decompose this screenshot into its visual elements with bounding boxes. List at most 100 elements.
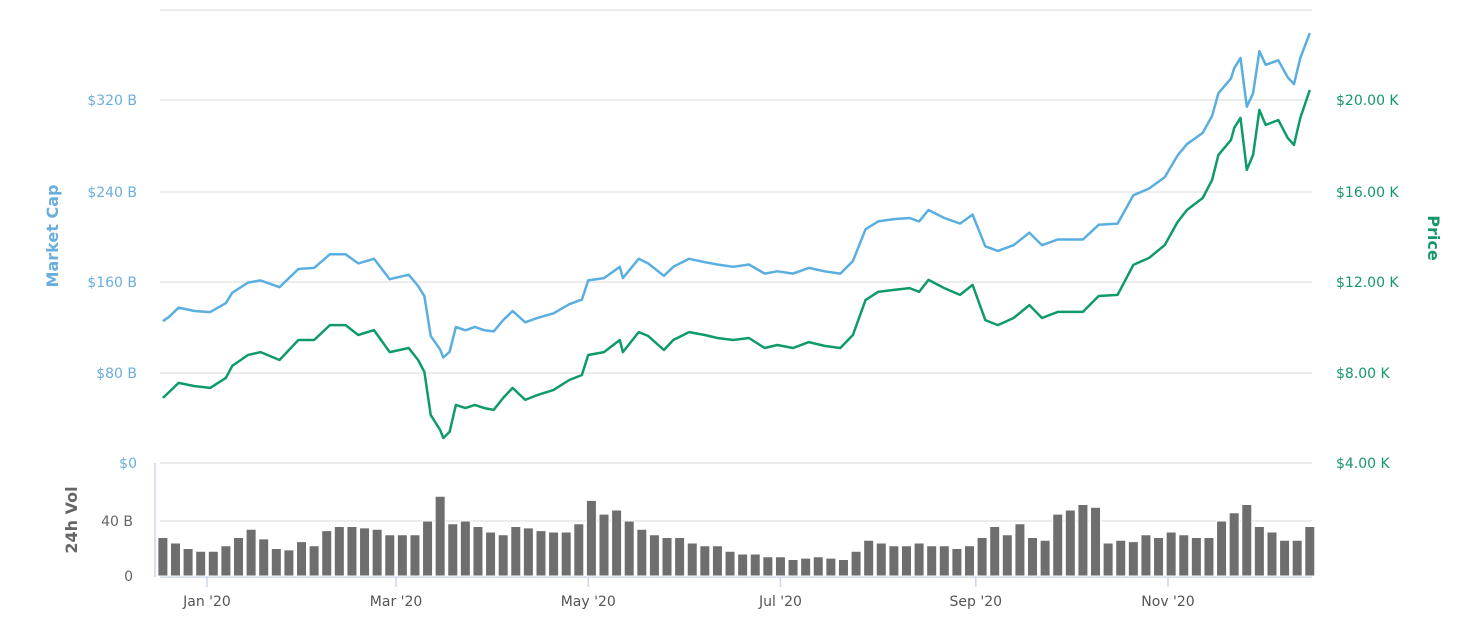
volume-bar: [422, 520, 434, 577]
x-axis: Jan '20 Mar '20 May '20 Jul '20 Sep '20 …: [182, 594, 1195, 610]
x-tick-label: Nov '20: [1141, 594, 1194, 610]
volume-bar: [434, 495, 446, 577]
volume-bar: [724, 550, 736, 577]
volume-bar: [661, 537, 673, 577]
volume-bar: [963, 545, 975, 577]
volume-bar: [863, 539, 875, 577]
volume-bar: [169, 542, 181, 577]
volume-bar: [1203, 537, 1215, 577]
volume-bar: [384, 534, 396, 577]
left-tick-0: $0: [119, 456, 137, 472]
volume-bar: [1304, 526, 1316, 577]
volume-bar: [762, 556, 774, 577]
volume-bar: [1178, 534, 1190, 577]
volume-bar: [472, 526, 484, 577]
volume-bar: [888, 545, 900, 577]
volume-bar: [182, 548, 194, 577]
left-tick-240: $240 B: [87, 185, 137, 201]
volume-bar: [1039, 539, 1051, 577]
volume-bar: [686, 542, 698, 577]
volume-bar: [270, 548, 282, 577]
volume-bar: [812, 556, 824, 577]
volume-bar: [976, 537, 988, 577]
volume-bar: [548, 531, 560, 577]
volume-bar: [573, 523, 585, 577]
volume-bar: [1165, 531, 1177, 577]
volume-bar: [774, 556, 786, 577]
volume-bar: [989, 526, 1001, 577]
volume-bar: [711, 545, 723, 577]
volume-bar: [560, 531, 572, 577]
volume-axis-title: 24h Vol: [62, 486, 81, 553]
volume-bar: [837, 559, 849, 577]
right-tick-20k: $20.00 K: [1336, 93, 1399, 109]
volume-bar: [233, 537, 245, 577]
volume-bar: [787, 559, 799, 577]
volume-bar: [1127, 541, 1139, 577]
volume-bar: [459, 520, 471, 577]
volume-bar: [1279, 539, 1291, 577]
volume-bar: [447, 523, 459, 577]
volume-bar: [1153, 537, 1165, 577]
volume-bar: [674, 537, 686, 577]
volume-bar: [258, 538, 270, 577]
right-tick-8k: $8.00 K: [1336, 366, 1391, 382]
right-tick-12k: $12.00 K: [1336, 275, 1399, 291]
volume-bar: [1064, 509, 1076, 577]
volume-bar: [157, 537, 169, 577]
volume-bar: [371, 528, 383, 577]
right-tick-4k: $4.00 K: [1336, 456, 1391, 472]
price-line: [162, 89, 1311, 440]
x-tick-label: Jul '20: [758, 594, 802, 610]
volume-bar: [1291, 539, 1303, 577]
volume-bar: [1090, 506, 1102, 577]
right-axis-title: Price: [1424, 215, 1443, 261]
volume-bar: [1027, 537, 1039, 577]
volume-bar: [598, 513, 610, 577]
x-tick-label: Sep '20: [950, 594, 1003, 610]
volume-bar: [296, 541, 308, 577]
volume-bar: [333, 526, 345, 577]
vol-tick-0: 0: [124, 569, 133, 585]
volume-bar: [749, 553, 761, 577]
volume-bar: [220, 545, 232, 577]
volume-bar: [1190, 537, 1202, 577]
volume-bar: [800, 557, 812, 577]
market-cap-line: [162, 32, 1311, 359]
volume-bar: [497, 534, 509, 577]
volume-bar: [1001, 534, 1013, 577]
volume-bar: [245, 528, 257, 577]
left-tick-80: $80 B: [96, 366, 137, 382]
volume-bar: [485, 531, 497, 577]
vol-tick-40: 40 B: [101, 514, 133, 530]
volume-bar: [207, 550, 219, 577]
volume-bar: [346, 526, 358, 577]
volume-bar: [1115, 539, 1127, 577]
right-tick-16k: $16.00 K: [1336, 185, 1399, 201]
volume-bar: [825, 557, 837, 577]
volume-bar: [195, 550, 207, 577]
x-tick-label: May '20: [561, 594, 616, 610]
volume-bar: [535, 530, 547, 577]
x-tick-label: Jan '20: [182, 594, 231, 610]
volume-bar: [308, 545, 320, 577]
volume-bar: [409, 534, 421, 577]
volume-bar: [900, 545, 912, 577]
volume-bar: [913, 542, 925, 577]
volume-bar: [1241, 504, 1253, 577]
volume-bar: [1266, 531, 1278, 577]
volume-bar: [699, 545, 711, 577]
volume-bar: [648, 534, 660, 577]
volume-bar: [1216, 520, 1228, 577]
volume-bar: [510, 526, 522, 577]
volume-bar: [938, 545, 950, 577]
volume-bar: [737, 553, 749, 577]
left-tick-160: $160 B: [87, 275, 137, 291]
volume-bar: [359, 527, 371, 577]
volume-bar: [1253, 526, 1265, 577]
left-tick-320: $320 B: [87, 93, 137, 109]
volume-bar: [585, 499, 597, 577]
volume-bar: [396, 534, 408, 577]
volume-bar: [1140, 534, 1152, 577]
